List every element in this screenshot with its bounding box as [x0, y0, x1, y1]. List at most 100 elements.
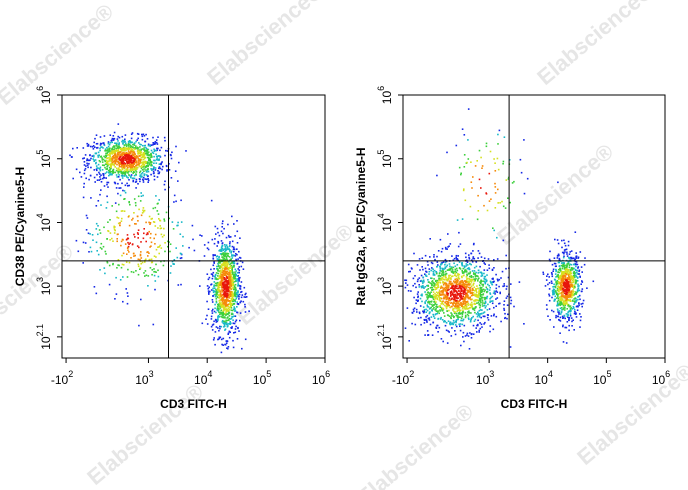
- event-dot: [448, 301, 450, 304]
- event-dot: [442, 282, 444, 284]
- event-dot: [121, 157, 123, 160]
- event-dot: [566, 253, 568, 255]
- event-dot: [199, 234, 201, 236]
- event-dot: [573, 287, 575, 289]
- event-dot: [552, 268, 555, 271]
- event-dot: [417, 295, 419, 298]
- event-dot: [108, 150, 110, 153]
- event-dot: [582, 299, 585, 302]
- event-dot: [133, 161, 136, 164]
- event-dot: [219, 266, 221, 268]
- event-dot: [222, 322, 225, 324]
- event-dot: [477, 278, 479, 281]
- event-dot: [107, 181, 110, 184]
- event-dot: [487, 258, 490, 260]
- event-dot: [153, 237, 155, 240]
- event-dot: [150, 261, 153, 264]
- event-dot: [415, 299, 418, 301]
- event-dot: [116, 138, 119, 140]
- event-dot: [436, 303, 438, 306]
- event-dot: [440, 263, 442, 266]
- event-dot: [124, 150, 126, 152]
- event-dot: [505, 288, 508, 290]
- event-dot: [94, 146, 96, 148]
- event-dot: [484, 298, 486, 301]
- event-dot: [121, 254, 123, 257]
- event-dot: [222, 285, 225, 287]
- event-dot: [225, 321, 227, 323]
- event-dot: [451, 284, 453, 287]
- event-dot: [235, 292, 237, 294]
- event-dot: [147, 151, 150, 153]
- event-dot: [232, 295, 234, 297]
- event-dot: [239, 287, 241, 290]
- event-dot: [477, 210, 480, 212]
- event-dot: [562, 291, 565, 293]
- event-dot: [238, 296, 240, 298]
- event-dot: [131, 161, 134, 164]
- event-dot: [486, 288, 488, 290]
- event-dot: [466, 292, 468, 294]
- event-dot: [223, 244, 226, 246]
- event-dot: [238, 250, 240, 253]
- event-dot: [471, 333, 473, 335]
- event-dot: [503, 136, 506, 138]
- event-dot: [437, 317, 440, 320]
- event-dot: [483, 204, 485, 207]
- event-dot: [130, 141, 132, 144]
- event-dot: [234, 276, 237, 278]
- event-dot: [86, 145, 89, 147]
- event-dot: [154, 143, 156, 145]
- event-dot: [225, 290, 227, 292]
- event-dot: [474, 165, 477, 167]
- event-dot: [119, 163, 121, 165]
- event-dot: [155, 158, 158, 161]
- event-dot: [565, 326, 568, 329]
- event-dot: [118, 187, 120, 189]
- event-dot: [130, 137, 133, 140]
- event-dot: [569, 310, 571, 312]
- event-dot: [433, 300, 435, 303]
- event-dot: [238, 330, 240, 332]
- event-dot: [562, 295, 565, 297]
- event-dot: [436, 283, 439, 285]
- event-dot: [160, 260, 162, 263]
- event-dot: [211, 329, 214, 331]
- event-dot: [237, 291, 239, 294]
- event-dot: [127, 144, 130, 146]
- event-dot: [571, 325, 573, 327]
- event-dot: [478, 331, 480, 333]
- event-dot: [83, 169, 86, 172]
- event-dot: [212, 339, 215, 341]
- event-dot: [577, 287, 579, 290]
- event-dot: [214, 273, 217, 276]
- event-dot: [170, 157, 173, 160]
- event-dot: [569, 272, 571, 275]
- event-dot: [96, 250, 98, 252]
- event-dot: [558, 271, 561, 274]
- event-dot: [142, 148, 144, 150]
- event-dot: [155, 139, 158, 141]
- event-dot: [130, 174, 133, 176]
- event-dot: [467, 291, 469, 293]
- event-dot: [231, 240, 234, 243]
- event-dot: [437, 275, 440, 277]
- event-dot: [219, 271, 222, 273]
- event-dot: [503, 309, 506, 311]
- event-dot: [485, 142, 488, 145]
- event-dot: [473, 278, 476, 280]
- event-dot: [463, 340, 465, 343]
- event-dot: [463, 280, 466, 282]
- event-dot: [107, 145, 110, 148]
- event-dot: [466, 293, 469, 296]
- event-dot: [438, 279, 440, 282]
- event-dot: [443, 287, 446, 290]
- event-dot: [124, 157, 127, 160]
- event-dot: [461, 315, 464, 318]
- event-dot: [576, 291, 578, 294]
- event-dot: [559, 292, 562, 295]
- event-dot: [452, 288, 454, 290]
- event-dot: [212, 291, 215, 293]
- event-dot: [566, 277, 568, 279]
- event-dot: [556, 239, 559, 241]
